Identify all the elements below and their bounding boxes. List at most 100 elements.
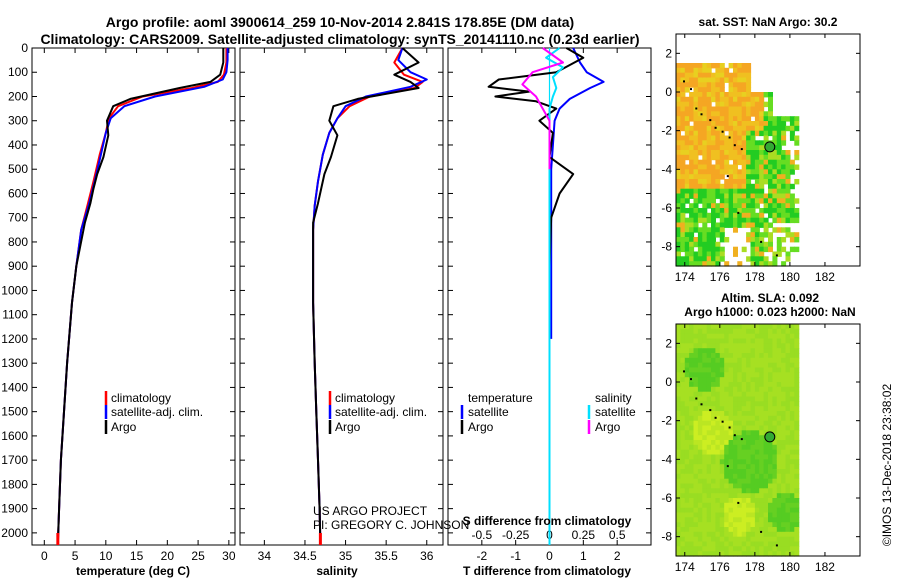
heat-cell (741, 328, 747, 335)
heat-cell (702, 72, 708, 79)
heat-cell (785, 527, 791, 533)
heat-cell (746, 435, 752, 441)
heat-cell (680, 256, 686, 262)
heat-cell (772, 473, 778, 480)
heat-cell (746, 469, 752, 475)
heat-cell (754, 377, 760, 383)
heat-cell (702, 459, 708, 465)
heat-cell (711, 241, 716, 248)
y-tick-label: 400 (8, 138, 28, 152)
heat-cell (768, 193, 773, 199)
heat-cell (693, 449, 699, 456)
heat-cell (781, 440, 787, 446)
heat-cell (680, 502, 686, 509)
heat-cell (689, 116, 695, 122)
heat-cell (706, 135, 712, 141)
heat-cell (781, 188, 787, 195)
coast-dot (733, 434, 736, 437)
heat-cell (768, 111, 773, 117)
heat-cell (689, 227, 695, 233)
heat-cell (715, 546, 721, 552)
heat-cell (776, 415, 782, 422)
heat-cell (684, 459, 690, 465)
heat-cell (794, 464, 800, 470)
heat-cell (702, 227, 708, 233)
heat-cell (697, 169, 703, 175)
heat-cell (772, 493, 778, 499)
heat-cell (781, 193, 787, 199)
heat-cell (746, 106, 752, 112)
heat-cell (794, 478, 800, 485)
coast-dot (760, 240, 763, 243)
heat-cell (763, 522, 769, 528)
heat-cell (689, 401, 695, 407)
heat-cell (789, 401, 795, 407)
heat-cell (676, 478, 681, 485)
heat-cell (684, 222, 690, 228)
heat-cell (697, 237, 703, 243)
heat-cell (715, 527, 721, 533)
heat-cell (693, 386, 699, 393)
heat-cell (728, 208, 734, 214)
heat-cell (706, 391, 712, 398)
heat-cell (697, 145, 703, 151)
heat-cell (724, 449, 730, 456)
heat-cell (789, 353, 795, 359)
heat-cell (676, 179, 681, 185)
heat-cell (781, 348, 787, 354)
heat-cell (759, 357, 765, 364)
heat-cell (776, 227, 782, 233)
heat-cell (680, 169, 686, 175)
pi-label: PI: GREGORY C. JOHNSON (313, 518, 469, 532)
heat-cell (789, 386, 795, 393)
heat-cell (697, 541, 703, 547)
heat-cell (772, 406, 778, 412)
heat-cell (689, 77, 695, 83)
title-line1: Argo profile: aoml 3900614_259 10-Nov-20… (106, 14, 574, 30)
heat-cell (754, 367, 760, 373)
heat-cell (776, 212, 782, 219)
heat-cell (724, 391, 730, 398)
heat-cell (746, 96, 752, 103)
heat-cell (706, 386, 712, 393)
heat-cell (697, 328, 703, 335)
heat-cell (741, 362, 747, 369)
x-tick-label: 35.5 (374, 549, 398, 563)
heat-cell (741, 188, 747, 195)
heat-cell (750, 343, 756, 349)
heat-cell (724, 367, 730, 373)
heat-cell (733, 440, 738, 446)
heat-cell (702, 193, 708, 199)
heat-cell (680, 507, 686, 514)
sla-map-title-line1: Altim. SLA: 0.092 (721, 291, 819, 305)
heat-cell (697, 425, 703, 431)
heat-cell (759, 473, 765, 480)
heat-cell (759, 493, 765, 499)
heat-cell (776, 498, 782, 504)
heat-cell (772, 464, 778, 470)
heat-cell (684, 333, 690, 340)
heat-cell (724, 208, 730, 214)
heat-cell (754, 527, 760, 533)
heat-cell (719, 145, 725, 151)
heat-cell (697, 512, 703, 518)
heat-cell (680, 541, 686, 547)
heat-cell (706, 232, 712, 238)
heat-cell (763, 372, 769, 378)
heat-cell (676, 459, 681, 465)
heat-cell (776, 459, 782, 465)
heat-cell (741, 338, 747, 344)
x-tick-label: -2 (476, 549, 487, 563)
heat-cell (702, 367, 708, 373)
heat-cell (719, 193, 725, 199)
heat-cell (724, 541, 730, 547)
heat-cell (772, 130, 778, 137)
heat-cell (768, 333, 773, 340)
heat-cell (724, 169, 730, 175)
heat-cell (768, 130, 773, 137)
heat-cell (719, 198, 725, 204)
heat-cell (719, 473, 725, 480)
heat-cell (719, 237, 725, 243)
heat-cell (789, 217, 795, 224)
heat-cell (759, 324, 765, 330)
